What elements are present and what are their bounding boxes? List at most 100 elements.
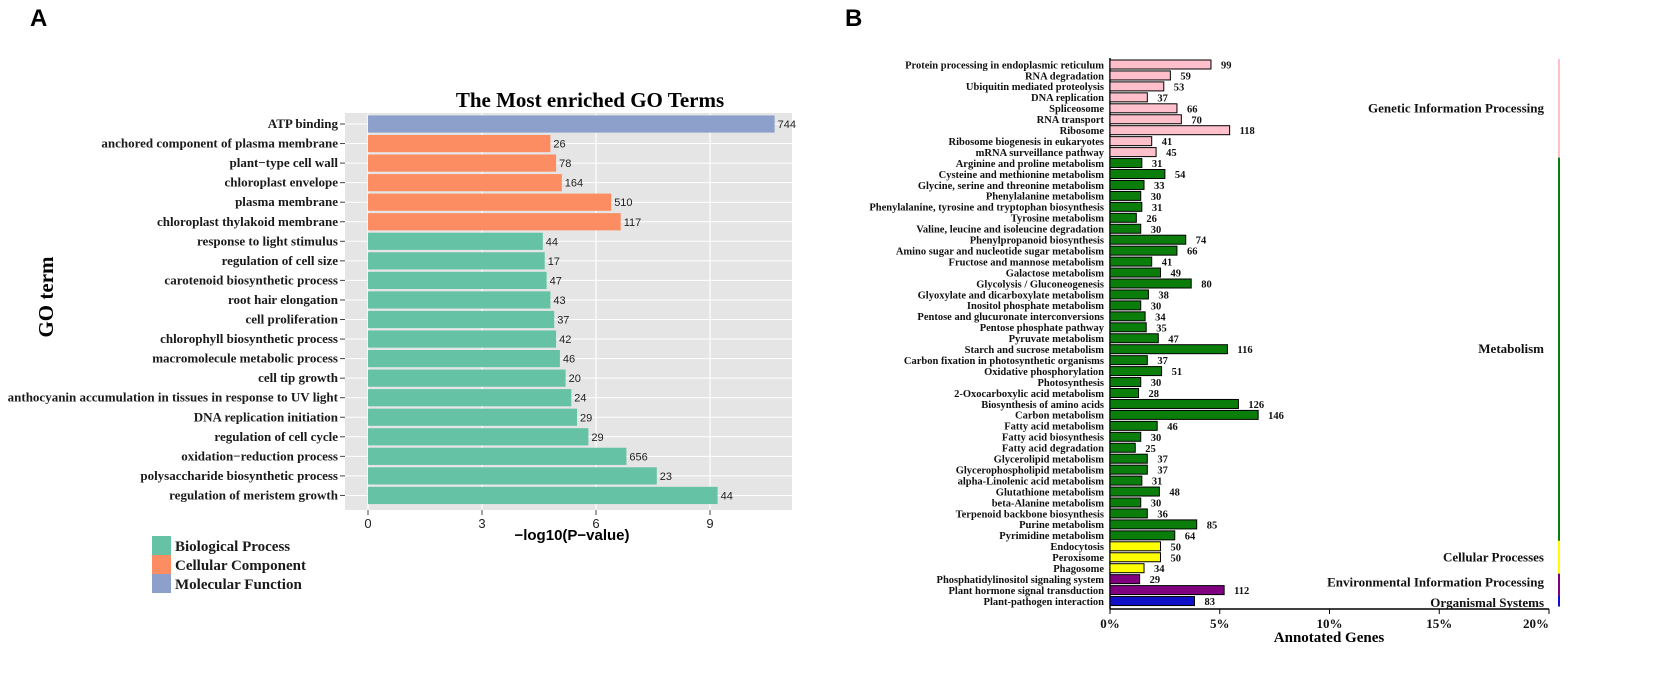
panel-a-category-label: response to light stimulus [197, 233, 338, 248]
panel-a-bar [368, 193, 612, 211]
panel-b-bar-count-label: 51 [1172, 367, 1183, 378]
panel-b-bar-count-label: 50 [1170, 553, 1181, 564]
panel-b-bar-count-label: 37 [1157, 455, 1168, 466]
panel-b-bar [1109, 234, 1187, 245]
panel-b-bar [1109, 147, 1157, 158]
panel-a-bar [368, 330, 557, 348]
panel-b-bar [1109, 114, 1182, 125]
panel-b-bar-count-label: 83 [1205, 597, 1216, 608]
panel-b-bars: 9959533766701184145315433303126307466414… [1109, 59, 1284, 608]
panel-b-category-label: Photosynthesis [1037, 378, 1104, 389]
panel-b-category-label: Galactose metabolism [1006, 268, 1105, 279]
panel-a-bar [368, 232, 543, 250]
panel-b-bar [1109, 179, 1145, 190]
panel-b-category-label: Pentose and glucuronate interconversions [917, 312, 1104, 323]
panel-a-bar [368, 486, 718, 505]
panel-a-bar [368, 369, 566, 387]
panel-a-bar [368, 467, 657, 485]
panel-b-category-label: Pyrimidine metabolism [999, 531, 1104, 542]
panel-a-bar [368, 310, 555, 329]
panel-b-bar-count-label: 37 [1157, 466, 1168, 477]
panel-a-bar-count-label: 17 [548, 256, 560, 268]
panel-a-bar [368, 154, 557, 172]
panel-b-category-label: Glycine, serine and threonine metabolism [918, 181, 1104, 192]
panel-b-group-labels: Genetic Information Processing Metabolism… [1327, 59, 1560, 610]
panel-a-bar-count-label: 44 [546, 236, 558, 248]
panel-b-bar [1109, 59, 1212, 70]
panel-a-x-axis-label: −log10(P−value) [514, 527, 629, 544]
panel-b-category-label: Glycolysis / Gluconeogenesis [976, 279, 1104, 290]
panel-a-category-label: carotenoid biosynthetic process [164, 272, 338, 287]
panel-b-bar-count-label: 34 [1155, 312, 1166, 323]
panel-b-bar-count-label: 31 [1152, 477, 1163, 488]
panel-b-bar [1109, 333, 1159, 344]
panel-b-category-label: Glyoxylate and dicarboxylate metabolism [918, 290, 1105, 301]
panel-b-bar-count-label: 30 [1151, 433, 1162, 444]
panel-b-bar [1109, 486, 1160, 497]
panel-a-bar-count-label: 29 [580, 412, 592, 424]
panel-b-bar-count-label: 54 [1175, 170, 1186, 181]
panel-a-bar-count-label: 20 [569, 373, 581, 385]
panel-b-bar-count-label: 50 [1170, 542, 1181, 553]
panel-b-category-label: Phagosome [1053, 564, 1104, 575]
panel-b-bar [1109, 322, 1147, 333]
panel-b-group-label: Genetic Information Processing [1368, 100, 1544, 115]
panel-b-bar-count-label: 66 [1187, 247, 1198, 258]
panel-b-bar-count-label: 29 [1150, 575, 1161, 586]
panel-b-bar [1109, 409, 1259, 420]
panel-b-category-label: Starch and sucrose metabolism [965, 345, 1105, 356]
panel-b-x-ticks: 0% 5% 10% 15% 20% [1100, 609, 1550, 631]
panel-b-bar [1109, 158, 1143, 169]
panel-b-bar [1109, 223, 1142, 234]
panel-b-category-label: alpha-Linolenic acid metabolism [958, 476, 1105, 487]
panel-a-x-ticks: 0 3 6 9 [364, 510, 714, 531]
panel-b-bar-count-label: 47 [1168, 334, 1179, 345]
panel-b-bar-count-label: 45 [1166, 148, 1177, 159]
panel-a-category-label: cell proliferation [245, 312, 338, 327]
panel-b-bar-count-label: 74 [1196, 236, 1207, 247]
panel-b-bar-count-label: 59 [1180, 71, 1191, 82]
panel-a-legend-label: Cellular Component [175, 558, 306, 574]
panel-a-bar [368, 447, 627, 465]
panel-b-bar [1109, 475, 1143, 486]
panel-b-category-label: Ribosome [1060, 126, 1105, 137]
panel-b-category-label: Fatty acid biosynthesis [1002, 433, 1104, 444]
panel-b-bar [1109, 377, 1142, 388]
panel-b-bar [1109, 442, 1136, 453]
panel-b-bar-count-label: 25 [1145, 444, 1156, 455]
panel-a-y-axis-label: GO term [34, 256, 58, 338]
panel-b-bar [1109, 125, 1231, 136]
panel-a-category-label: plant−type cell wall [229, 155, 338, 170]
panel-b-category-label: Fructose and mannose metabolism [949, 257, 1105, 268]
panel-a-bar-count-label: 42 [559, 334, 571, 346]
panel-b-category-label: Endocytosis [1050, 542, 1104, 553]
panel-b-bar-count-label: 26 [1146, 214, 1157, 225]
panel-b-bar [1109, 344, 1228, 355]
panel-b-group-label: Environmental Information Processing [1327, 575, 1544, 590]
panel-a-bar-count-label: 23 [660, 471, 672, 483]
panel-a-bar-count-label: 44 [721, 490, 733, 502]
panel-b-bar-count-label: 41 [1162, 258, 1173, 269]
panel-b-bar-count-label: 49 [1170, 269, 1181, 280]
panel-b-category-label: Arginine and proline metabolism [956, 159, 1105, 170]
panel-b-bar-count-label: 37 [1157, 356, 1168, 367]
panel-a-category-label: oxidation−reduction process [181, 448, 338, 463]
panel-b-bar-count-label: 31 [1152, 203, 1163, 214]
panel-a-category-label: regulation of cell cycle [214, 429, 338, 444]
panel-a-category-label: chlorophyll biosynthetic process [160, 331, 338, 346]
panel-b-x-tick-label: 15% [1426, 616, 1452, 631]
panel-b-category-label: Peroxisome [1052, 553, 1104, 564]
panel-b-category-label: Glycerophospholipid metabolism [956, 465, 1105, 476]
panel-a-legend-swatch [152, 574, 171, 593]
panel-b-bar [1109, 201, 1143, 212]
panel-b-x-tick-label: 0% [1100, 616, 1120, 631]
panel-b-bar-count-label: 66 [1187, 104, 1198, 115]
panel-b-category-label: Plant-pathogen interaction [984, 597, 1105, 608]
panel-b-category-label: Glycerolipid metabolism [994, 455, 1105, 466]
panel-b-category-label: Carbon metabolism [1015, 411, 1104, 422]
panel-a-bar-count-label: 37 [557, 315, 569, 327]
panel-a-category-label: DNA replication initiation [194, 409, 339, 424]
panel-b-x-tick-label: 5% [1210, 616, 1230, 631]
panel-b-bar [1109, 519, 1198, 530]
